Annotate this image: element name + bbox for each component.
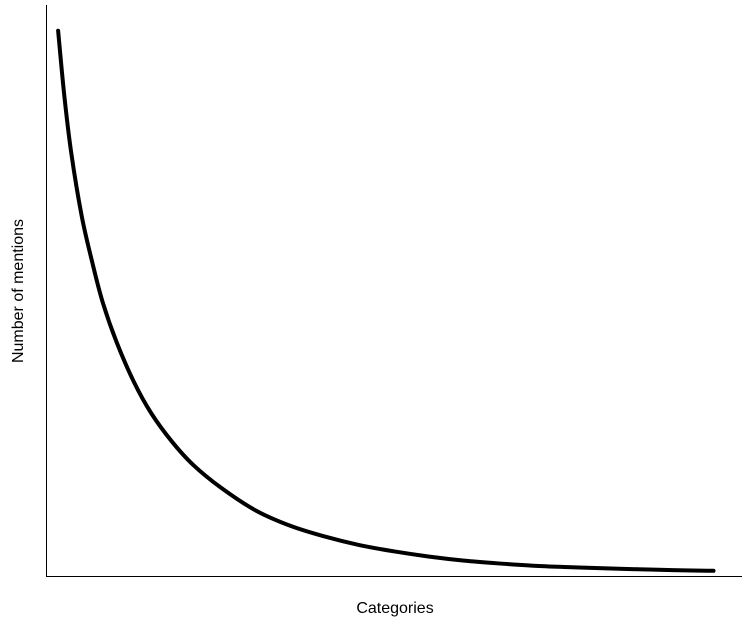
x-axis-label: Categories [356,600,433,617]
series-line [56,28,716,573]
y-axis-label: Number of mentions [10,219,27,363]
